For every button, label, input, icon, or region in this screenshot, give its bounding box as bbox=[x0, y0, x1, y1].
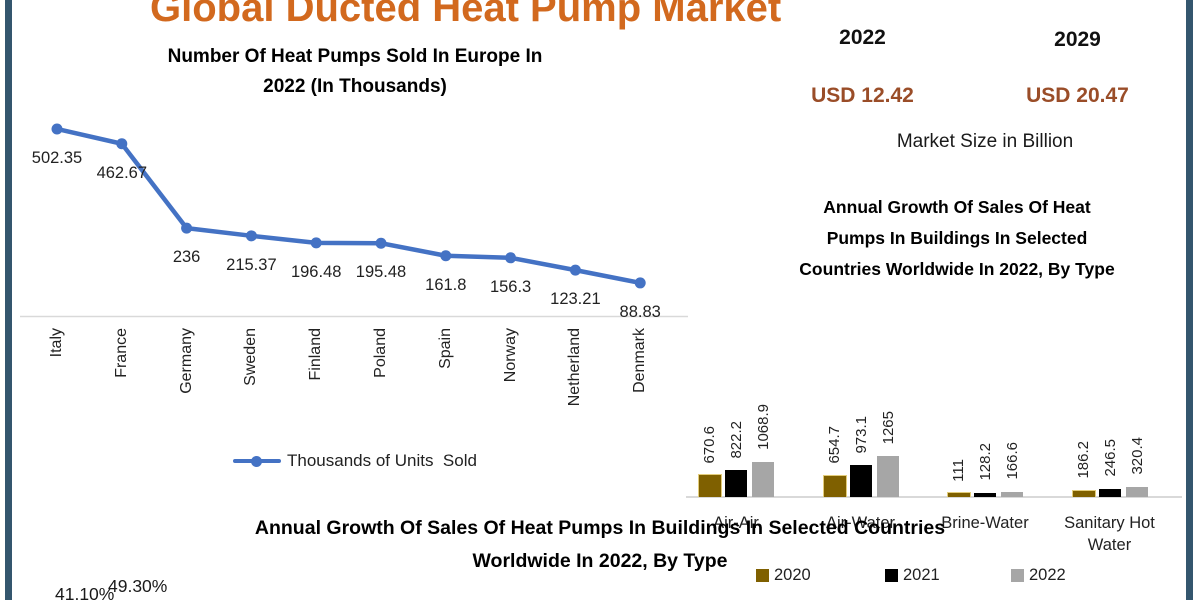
line-marker bbox=[375, 237, 387, 249]
line-data-label: 196.48 bbox=[290, 262, 342, 281]
line-marker bbox=[116, 138, 128, 150]
bar-value-label: 654.7 bbox=[825, 426, 843, 464]
line-marker bbox=[181, 222, 193, 234]
stat-caption: Market Size in Billion bbox=[896, 131, 1074, 152]
stat-value-start: USD 12.42 bbox=[811, 84, 914, 107]
line-chart-title: Number Of Heat Pumps Sold In Europe In 2… bbox=[167, 46, 543, 97]
page-title: Global Ducted Heat Pump Market bbox=[150, 0, 782, 30]
line-marker bbox=[440, 250, 452, 262]
line-x-label: Germany bbox=[177, 328, 195, 394]
legend-label: 2022 bbox=[1029, 566, 1066, 584]
legend-swatch-icon bbox=[756, 569, 769, 582]
bar-2021-Air-Air bbox=[725, 470, 747, 497]
bar-2022-Air-Water bbox=[876, 455, 899, 497]
line-marker bbox=[245, 230, 257, 242]
line-data-label: 88.83 bbox=[619, 302, 661, 321]
line-x-label: Italy bbox=[48, 328, 65, 358]
line-x-label: Sweden bbox=[242, 328, 260, 386]
legend-label: 2020 bbox=[774, 566, 811, 584]
bar-legend-item: 2020 bbox=[756, 566, 811, 585]
bar-2021-Brine-Water bbox=[974, 492, 996, 497]
line-marker bbox=[51, 123, 63, 135]
bar-2020-Air-Air bbox=[698, 474, 722, 497]
line-x-label: Finland bbox=[307, 328, 325, 381]
bar-2021-Sanitary Hot Water bbox=[1098, 489, 1121, 497]
legend-swatch-icon bbox=[885, 569, 898, 582]
bar-category-label: Air-Air bbox=[713, 514, 759, 532]
line-data-label: 215.37 bbox=[226, 255, 277, 274]
line-data-label: 195.48 bbox=[355, 263, 407, 282]
bar-chart-plot-area: 670.6 654.7 111 186.2 822.2 973.1 128.2 246.5 10… bbox=[686, 290, 1186, 584]
bar-value-label: 1265 bbox=[879, 410, 897, 444]
stat-year-end: 2029 bbox=[1054, 28, 1101, 51]
stat-value-end: USD 20.47 bbox=[1026, 84, 1129, 107]
frame-border-right bbox=[1186, 0, 1193, 600]
line-chart: Number Of Heat Pumps Sold In Europe In 2… bbox=[20, 36, 690, 506]
bar-value-label: 320.4 bbox=[1128, 437, 1146, 475]
bar-2022-Sanitary Hot Water bbox=[1125, 486, 1148, 497]
bar-value-label: 670.6 bbox=[701, 425, 718, 464]
bottom-chart-title: Annual Growth Of Sales Of Heat Pumps In … bbox=[254, 517, 946, 572]
bar-value-label: 973.1 bbox=[852, 415, 870, 454]
line-x-label: France bbox=[112, 328, 130, 378]
bar-2022-Air-Air bbox=[752, 462, 774, 497]
bar-value-label: 246.5 bbox=[1101, 439, 1119, 477]
bar-value-label: 166.6 bbox=[1004, 442, 1021, 480]
stat-year-start: 2022 bbox=[839, 26, 886, 49]
legend-line-marker-icon bbox=[233, 455, 282, 467]
line-x-label: Norway bbox=[501, 328, 519, 383]
bar-value-label: 128.2 bbox=[977, 443, 994, 481]
bar-chart: Annual Growth Of Sales Of Heat Pumps In … bbox=[686, 190, 1186, 584]
bar-value-label: 186.2 bbox=[1074, 441, 1092, 479]
line-marker bbox=[569, 264, 581, 276]
bar-chart-title: Annual Growth Of Sales Of Heat Pumps In … bbox=[799, 197, 1115, 279]
bar-value-label: 1068.9 bbox=[755, 404, 772, 451]
legend-label: 2021 bbox=[903, 566, 940, 584]
bottom-chart-data-label: 49.30% bbox=[108, 576, 168, 596]
bar-value-label: 111 bbox=[950, 458, 967, 482]
bar-legend-item: 2021 bbox=[885, 566, 940, 585]
line-data-label: 502.35 bbox=[31, 148, 83, 167]
bar-chart-axis bbox=[686, 496, 1182, 498]
bottom-chart-data-label: 41.10% bbox=[55, 584, 115, 604]
bar-category-label: Air-Water bbox=[825, 514, 896, 532]
bar-value-label: 822.2 bbox=[728, 420, 745, 459]
line-data-label: 156.3 bbox=[489, 277, 532, 296]
bar-legend-item: 2022 bbox=[1011, 566, 1066, 585]
line-x-label: Spain bbox=[436, 328, 454, 369]
bar-2021-Air-Water bbox=[849, 465, 872, 497]
legend-label: Thousands of Units Sold bbox=[287, 451, 477, 470]
line-data-label: 123.21 bbox=[550, 290, 601, 309]
bar-category-label: Sanitary Hot Water bbox=[1064, 514, 1155, 554]
bar-category-label: Brine-Water bbox=[941, 514, 1029, 532]
legend-swatch-icon bbox=[1011, 569, 1024, 582]
bar-2020-Brine-Water bbox=[947, 492, 971, 497]
line-marker bbox=[310, 237, 322, 249]
bar-2022-Brine-Water bbox=[1001, 491, 1023, 497]
line-marker bbox=[505, 252, 517, 264]
line-data-label: 161.8 bbox=[425, 275, 467, 294]
frame-border-left bbox=[5, 0, 12, 600]
line-series bbox=[56, 126, 641, 286]
line-data-label: 462.67 bbox=[96, 163, 148, 182]
line-marker bbox=[634, 277, 646, 289]
bar-2020-Air-Water bbox=[822, 474, 847, 497]
line-data-label: 236 bbox=[172, 248, 201, 267]
line-x-label: Poland bbox=[372, 328, 389, 378]
bar-chart-plot: 670.6 654.7 111 186.2 822.2 973.1 128.2 246.5 10… bbox=[686, 290, 1184, 498]
bar-2020-Sanitary Hot Water bbox=[1071, 489, 1096, 497]
line-chart-plot bbox=[20, 123, 688, 318]
line-x-label: Netherland bbox=[566, 328, 584, 407]
line-x-label: Denmark bbox=[631, 328, 649, 393]
line-chart-legend: Thousands of Units Sold bbox=[20, 451, 690, 471]
